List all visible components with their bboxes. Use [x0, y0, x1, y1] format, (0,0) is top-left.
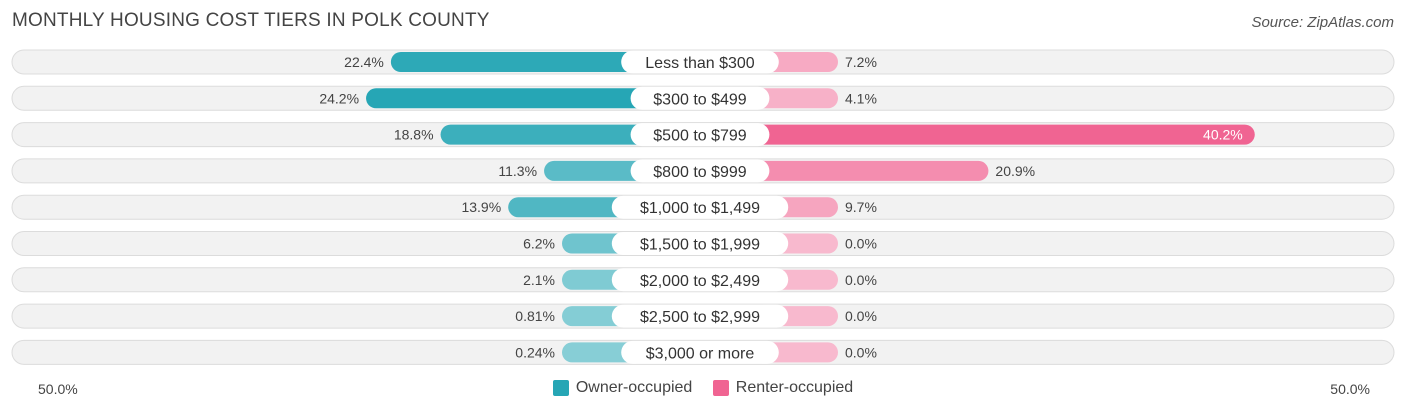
renter-value-label: 0.0%: [845, 272, 877, 288]
legend-item-owner: Owner-occupied: [552, 379, 693, 397]
legend-item-renter: Renter-occupied: [712, 379, 854, 397]
owner-value-label: 2.1%: [523, 272, 555, 288]
renter-value-label: 40.2%: [1203, 127, 1243, 143]
renter-value-label: 0.0%: [845, 236, 877, 252]
legend-owner-label: Owner-occupied: [575, 379, 693, 396]
chart-title: MONTHLY HOUSING COST TIERS IN POLK COUNT…: [12, 10, 490, 31]
category-pill: [630, 159, 770, 183]
owner-value-label: 11.3%: [498, 163, 537, 179]
owner-value-label: 22.4%: [344, 54, 384, 70]
owner-value-label: 0.24%: [515, 344, 555, 360]
legend-renter-label: Renter-occupied: [735, 379, 854, 396]
category-pill: [611, 232, 789, 255]
axis-left-label: 50.0%: [38, 381, 78, 397]
renter-value-label: 9.7%: [845, 199, 877, 215]
category-pill: [611, 268, 789, 292]
legend: Owner-occupied Renter-occupied: [0, 379, 1406, 401]
renter-value-label: 20.9%: [995, 163, 1035, 179]
category-label: $1,500 to $1,999: [640, 237, 760, 254]
renter-bar: [700, 160, 989, 181]
category-label: $800 to $999: [653, 164, 747, 181]
category-label: $2,500 to $2,999: [640, 309, 760, 326]
category-pill: [630, 123, 770, 147]
owner-value-label: 24.2%: [319, 90, 359, 106]
owner-bar: [366, 88, 700, 109]
category-pill: [611, 195, 789, 219]
renter-value-label: 0.0%: [845, 308, 877, 324]
owner-value-label: 0.81%: [515, 308, 555, 324]
owner-value-label: 6.2%: [523, 236, 555, 252]
category-label: $1,000 to $1,499: [640, 200, 760, 217]
renter-value-label: 4.1%: [845, 90, 877, 106]
renter-bar: [700, 124, 1255, 145]
category-pill: [630, 86, 770, 110]
owner-value-label: 18.8%: [394, 127, 434, 143]
source-label: Source: ZipAtlas.com: [1251, 14, 1394, 31]
category-label: $2,000 to $2,499: [640, 273, 760, 290]
owner-value-label: 13.9%: [461, 199, 501, 215]
category-label: $300 to $499: [653, 91, 747, 108]
category-pill: [611, 304, 789, 328]
owner-swatch: [552, 380, 569, 396]
renter-swatch: [712, 380, 729, 396]
category-label: $500 to $799: [653, 128, 747, 145]
axis-right-label: 50.0%: [1330, 381, 1370, 397]
category-pill: [621, 50, 779, 74]
renter-value-label: 0.0%: [845, 344, 877, 360]
category-label: $3,000 or more: [646, 345, 755, 362]
category-pill: [621, 340, 779, 364]
category-label: Less than $300: [645, 55, 755, 72]
renter-value-label: 7.2%: [845, 54, 877, 70]
